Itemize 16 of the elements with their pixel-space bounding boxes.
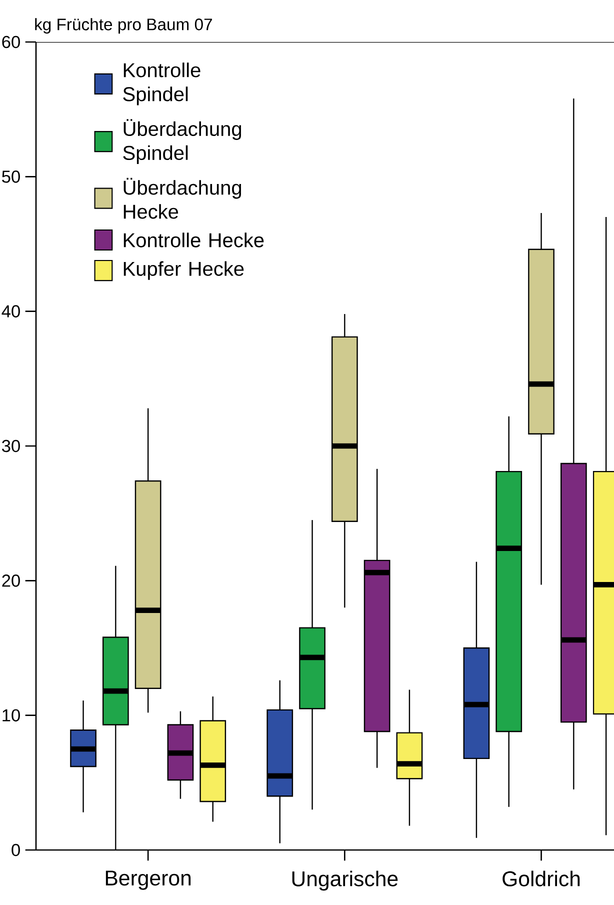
y-tick-label: 20 <box>2 574 20 587</box>
y-tick-label: 60 <box>2 36 20 48</box>
y-tick-label: 50 <box>2 170 20 183</box>
legend-label: Kupfer Hecke <box>124 261 244 280</box>
x-tick-label: Ungarische <box>292 870 398 891</box>
legend-label: Kontrolle Hecke <box>124 232 264 248</box>
legend-label: Überdachung Hecke <box>124 178 242 219</box>
x-tick-label: Goldrich <box>502 870 580 886</box>
legend-label: Kontrolle Spindel <box>123 62 200 106</box>
y-axis-title: kg Früchte pro Baum 07 <box>35 18 212 34</box>
y-tick-label: 0 <box>12 844 20 856</box>
y-tick-label: 10 <box>2 709 20 722</box>
x-tick-label: Bergeron <box>106 870 191 890</box>
y-tick-label: 30 <box>2 440 20 452</box>
legend-label: Überdachung Spindel <box>123 119 242 164</box>
y-tick-label: 40 <box>2 305 20 318</box>
